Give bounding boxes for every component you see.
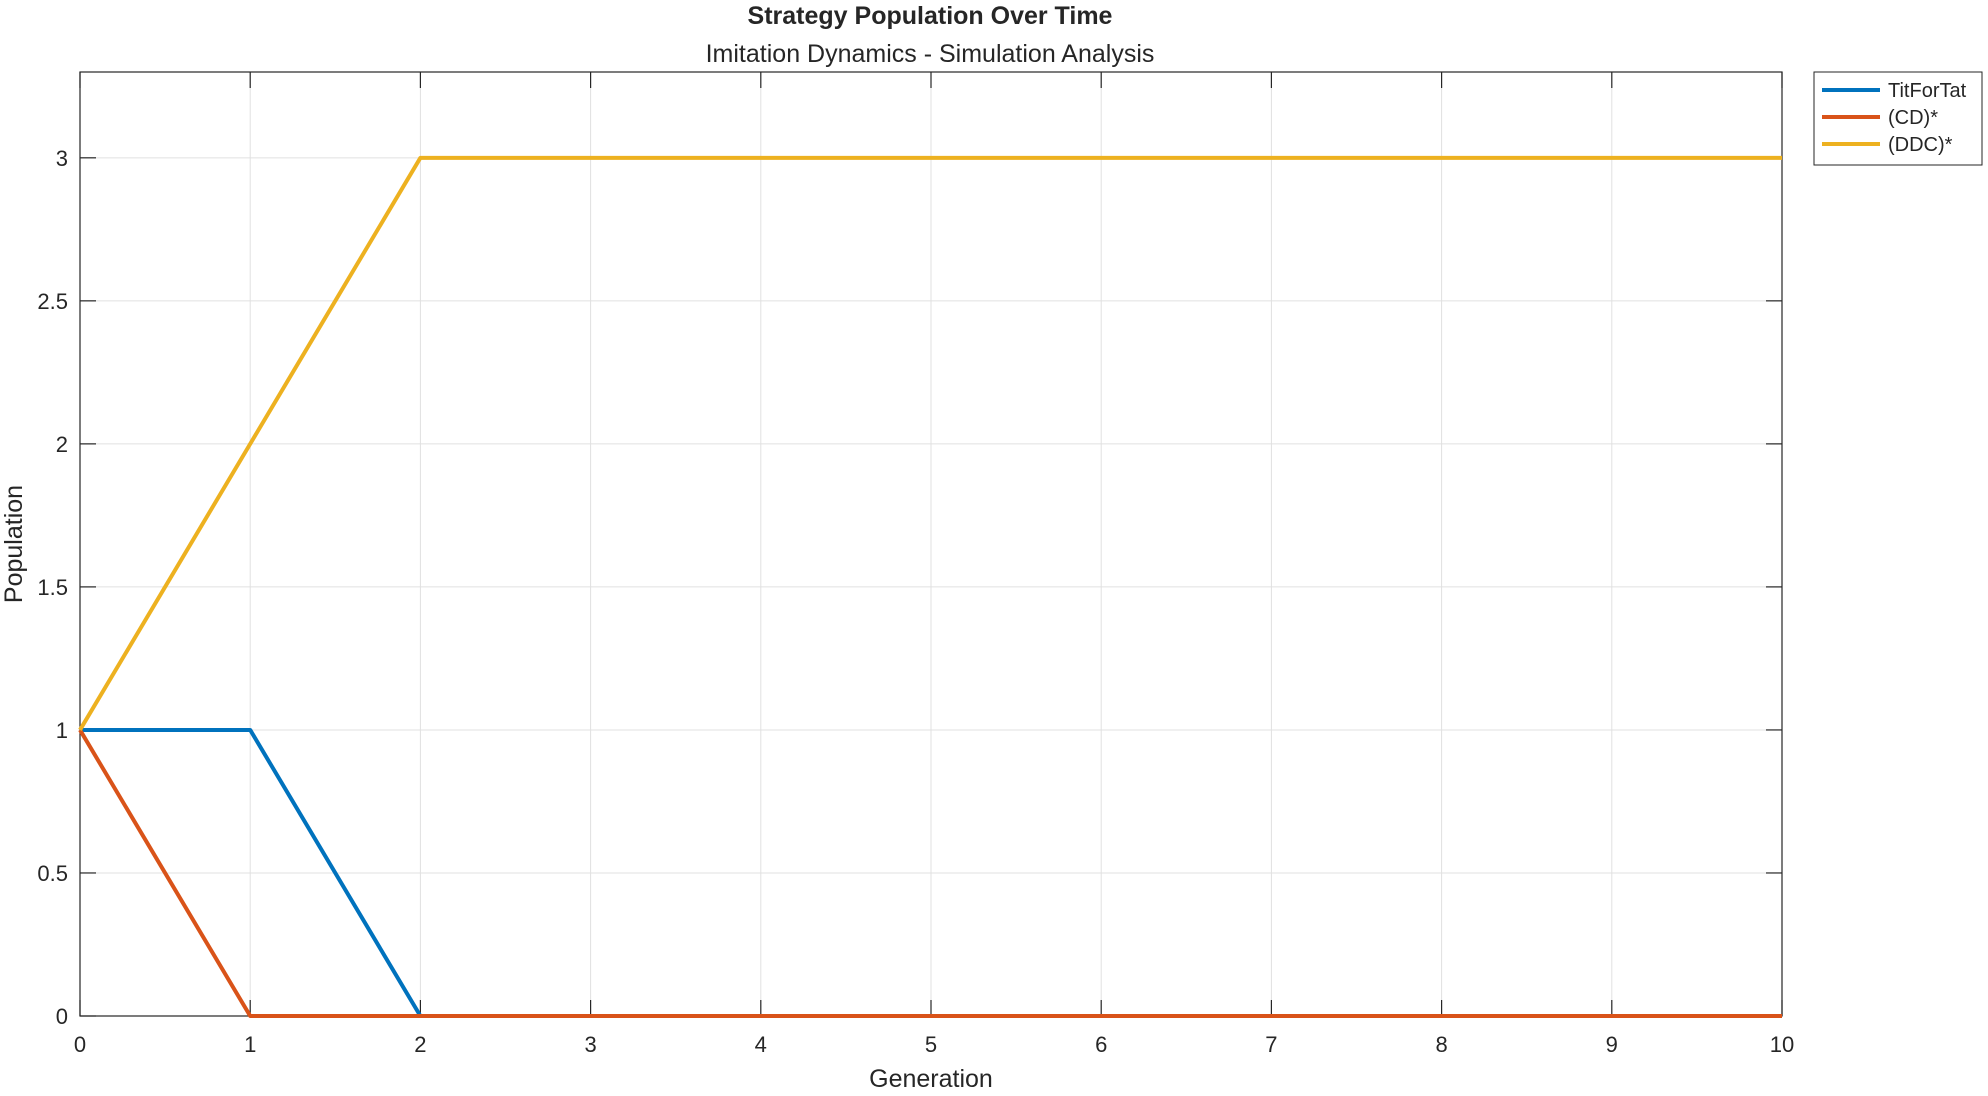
y-tick-label: 1.5 [37,575,68,600]
x-tick-label: 3 [584,1032,596,1057]
x-tick-label: 4 [755,1032,767,1057]
x-tick-label: 0 [74,1032,86,1057]
y-tick-label: 2.5 [37,289,68,314]
legend-entry: (CD)* [1888,107,1938,129]
x-tick-label: 5 [925,1032,937,1057]
y-tick-label: 0 [56,1004,68,1029]
y-tick-label: 0.5 [37,861,68,886]
y-tick-label: 2 [56,432,68,457]
x-tick-label: 1 [244,1032,256,1057]
legend-entry: TitForTat [1888,80,1967,102]
x-tick-label: 6 [1095,1032,1107,1057]
y-tick-label: 3 [56,146,68,171]
legend-entry: (DDC)* [1888,134,1953,156]
x-tick-label: 8 [1435,1032,1447,1057]
series-lines [78,155,1782,1018]
x-axis-label: Generation [869,1065,993,1091]
x-tick-label: 10 [1770,1032,1794,1057]
chart-title: Strategy Population Over Time [748,2,1113,30]
chart-subtitle: Imitation Dynamics - Simulation Analysis [706,40,1155,68]
x-tick-label: 7 [1265,1032,1277,1057]
tick-labels: 0 1 2 3 4 5 6 7 8 9 10 0 0.5 1 1.5 2 2.5 3 [37,146,1794,1057]
y-axis-label: Population [0,485,28,603]
x-tick-label: 2 [414,1032,426,1057]
legend: TitForTat (CD)* (DDC)* [1813,71,1983,166]
x-tick-label: 9 [1606,1032,1618,1057]
y-tick-label: 1 [56,718,68,743]
axis-ticks [79,72,1783,1017]
series-line-2 [78,155,1782,731]
series-line-1 [78,728,1782,1018]
